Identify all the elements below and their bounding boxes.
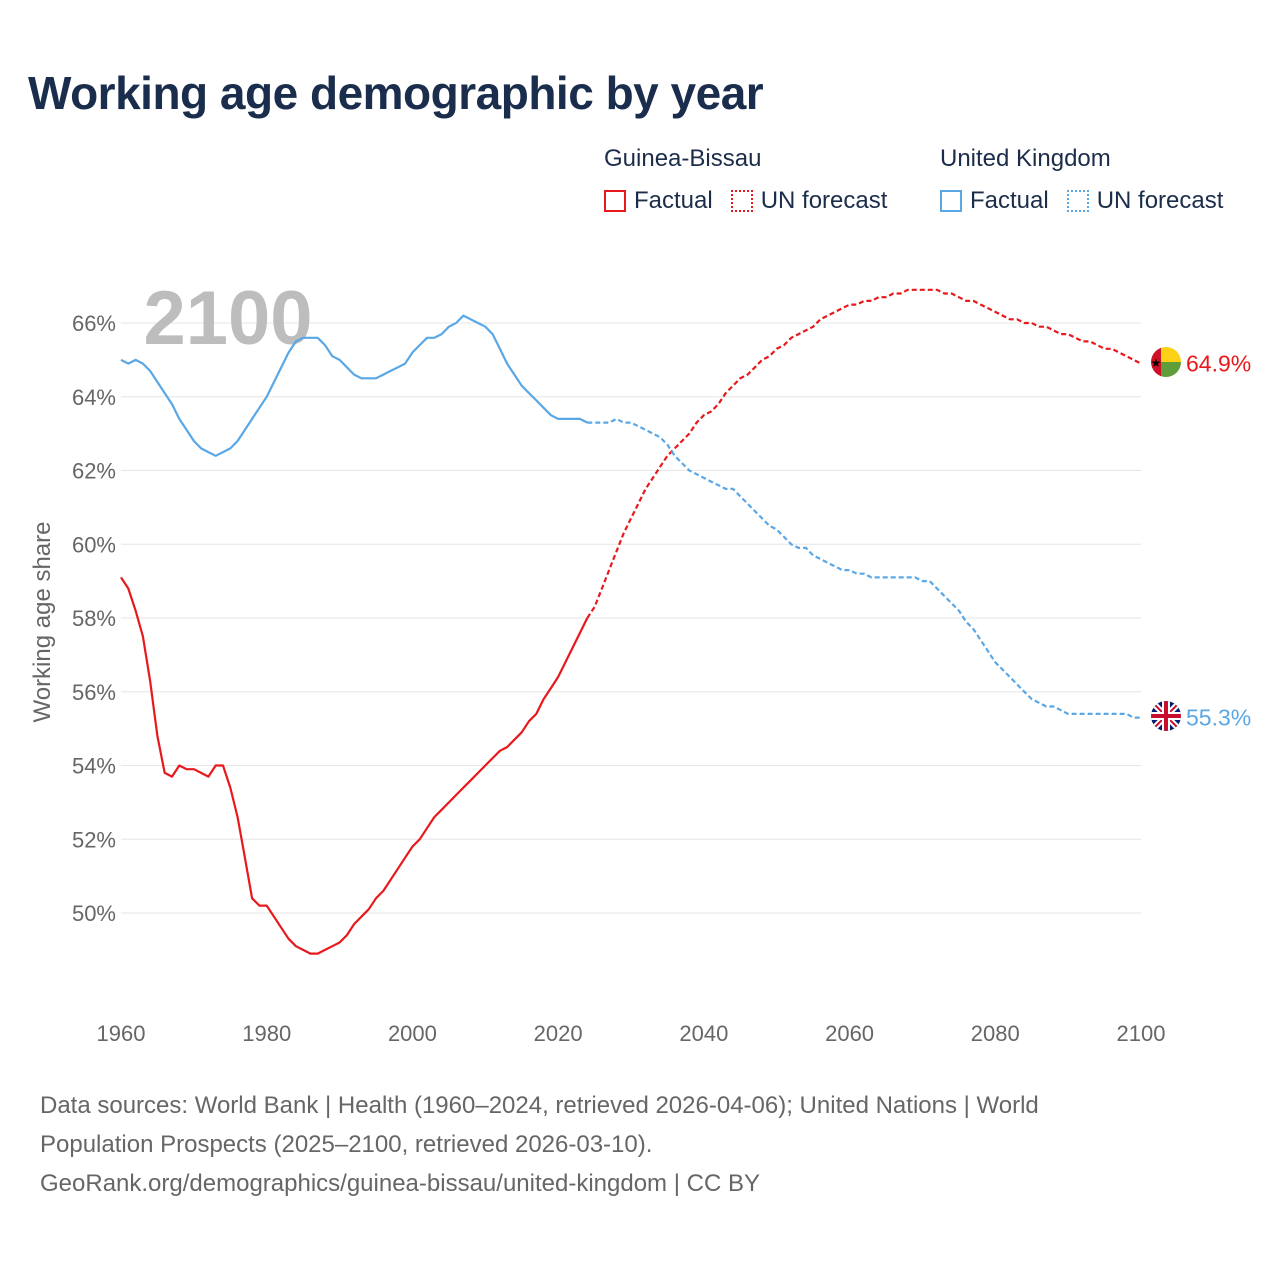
legend-label: UN forecast — [1096, 187, 1224, 214]
guinea-bissau-flag-icon: ★ — [1151, 347, 1181, 377]
legend-item-guinea-bissau-forecast[interactable]: UN forecast — [730, 187, 888, 215]
legend-label: Factual — [634, 187, 713, 214]
series-line-guinea-bissau-forecast — [586, 288, 1142, 619]
series-line-guinea-bissau-factual — [120, 576, 589, 955]
y-tick-label: 50% — [72, 901, 116, 926]
x-tick-label: 2100 — [1117, 1021, 1166, 1046]
y-tick-label: 54% — [72, 754, 116, 779]
y-tick-label: 56% — [72, 680, 116, 705]
y-axis-label: Working age share — [29, 522, 56, 723]
series-line-united-kingdom-factual — [120, 314, 588, 457]
legend-label: UN forecast — [760, 187, 888, 214]
x-tick-label: 2020 — [534, 1021, 583, 1046]
series: 64.9% 55.3% — [120, 288, 1251, 955]
page-title: Working age demographic by year — [28, 67, 764, 119]
x-tick-label: 2040 — [679, 1021, 728, 1046]
y-tick-label: 62% — [72, 459, 116, 484]
gridlines — [121, 322, 1141, 914]
legend-item-united-kingdom-forecast[interactable]: UN forecast — [1066, 187, 1224, 215]
legend-country-guinea-bissau: Guinea-Bissau — [604, 145, 762, 172]
x-tick-label: 2080 — [971, 1021, 1020, 1046]
legend-swatch-solid — [940, 190, 962, 212]
legend-united-kingdom: United Kingdom Factual UN forecast — [940, 145, 1223, 215]
legend-country-united-kingdom: United Kingdom — [940, 145, 1111, 172]
footer-line: Population Prospects (2025–2100, retriev… — [40, 1131, 653, 1158]
x-tick-label: 2060 — [825, 1021, 874, 1046]
legend-swatch-dotted — [1066, 190, 1089, 212]
x-tick-label: 2000 — [388, 1021, 437, 1046]
x-tick-label: 1980 — [242, 1021, 291, 1046]
x-tick-label: 1960 — [97, 1021, 146, 1046]
y-tick-label: 52% — [72, 827, 116, 852]
year-watermark: 2100 — [143, 276, 312, 361]
end-value-label-guinea-bissau: 64.9% — [1186, 351, 1251, 377]
y-tick-label: 58% — [72, 606, 116, 631]
series-line-united-kingdom-forecast — [587, 417, 1141, 719]
y-tick-label: 60% — [72, 532, 116, 557]
axes: 50% 52% 54% 56% 58% 60% 62% 64% 66% 1960 1980 2000 2… — [72, 311, 1166, 1046]
end-value-label-united-kingdom: 55.3% — [1186, 705, 1251, 731]
legend-swatch-dotted — [730, 190, 753, 212]
legend-label: Factual — [970, 187, 1049, 214]
y-tick-label: 66% — [72, 311, 116, 336]
legend-swatch-solid — [604, 190, 626, 212]
legend-item-united-kingdom-factual[interactable]: Factual — [940, 187, 1049, 215]
line-chart: 2100 50% 52% 54% 56% 58% 60% 62% 64% 66% 1960 1980… — [29, 276, 1251, 1046]
footer-line: GeoRank.org/demographics/guinea-bissau/u… — [40, 1170, 760, 1197]
legend-guinea-bissau: Guinea-Bissau Factual UN forecast — [604, 145, 887, 215]
united-kingdom-flag-icon — [1151, 701, 1181, 731]
svg-text:★: ★ — [1151, 356, 1162, 370]
y-tick-label: 64% — [72, 385, 116, 410]
footer-line: Data sources: World Bank | Health (1960–… — [40, 1092, 1039, 1119]
footer-sources: Data sources: World Bank | Health (1960–… — [40, 1086, 1220, 1203]
legend-item-guinea-bissau-factual[interactable]: Factual — [604, 187, 713, 215]
